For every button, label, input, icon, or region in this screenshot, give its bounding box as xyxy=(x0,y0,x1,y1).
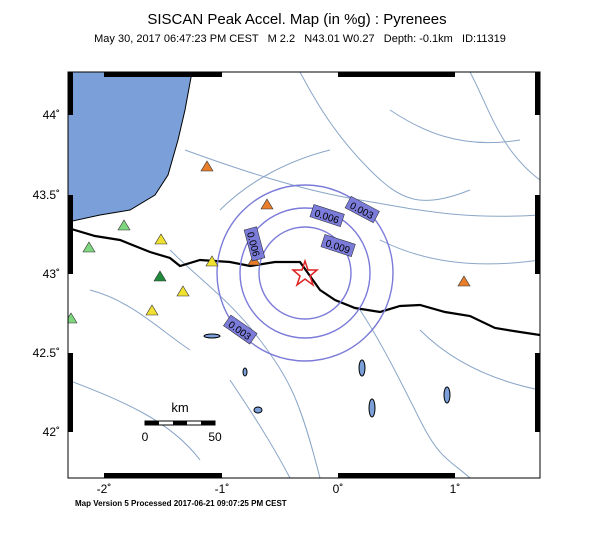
rivers xyxy=(68,72,540,478)
scale-unit: km xyxy=(171,400,188,415)
contour-label-box xyxy=(309,204,345,227)
frame-bar xyxy=(104,72,222,77)
lat-label: 42.5˚ xyxy=(33,346,60,360)
frame-bar xyxy=(338,72,455,77)
epicenter xyxy=(290,258,320,288)
frame-bar xyxy=(68,353,73,432)
lat-label: 43.5˚ xyxy=(33,188,60,202)
frame-bar xyxy=(535,195,540,274)
contour-label-box xyxy=(320,234,356,257)
frame-bar xyxy=(68,72,73,115)
scale-bar: km 0 50 xyxy=(142,400,222,444)
scale-end: 50 xyxy=(208,430,222,444)
lon-label: 0˚ xyxy=(333,482,344,496)
scale-start: 0 xyxy=(142,430,149,444)
contour-label-box xyxy=(223,314,258,345)
title: SISCAN Peak Accel. Map (in %g) : Pyrenee… xyxy=(147,11,446,28)
footer: Map Version 5 Processed 2017-06-21 09:07… xyxy=(75,499,287,508)
frame-bar xyxy=(68,195,73,274)
lakes xyxy=(203,333,451,418)
lon-label: -2˚ xyxy=(97,482,112,496)
lat-label: 42˚ xyxy=(43,425,60,439)
frame-bar xyxy=(535,353,540,432)
lat-label: 44˚ xyxy=(43,108,60,122)
frame-bar xyxy=(535,72,540,115)
lon-label: 1˚ xyxy=(450,482,461,496)
frame-bars xyxy=(68,72,540,478)
frame-bar xyxy=(338,473,455,478)
lon-label: -1˚ xyxy=(215,482,230,496)
ocean xyxy=(68,72,193,223)
contour-label-box xyxy=(243,226,266,262)
contours xyxy=(216,184,394,362)
lat-label: 43˚ xyxy=(43,267,60,281)
contour-label-box xyxy=(344,195,380,224)
frame-bar xyxy=(104,473,222,478)
frame xyxy=(67,71,541,479)
subtitle: May 30, 2017 06:47:23 PM CEST M 2.2 N43.… xyxy=(94,33,506,45)
